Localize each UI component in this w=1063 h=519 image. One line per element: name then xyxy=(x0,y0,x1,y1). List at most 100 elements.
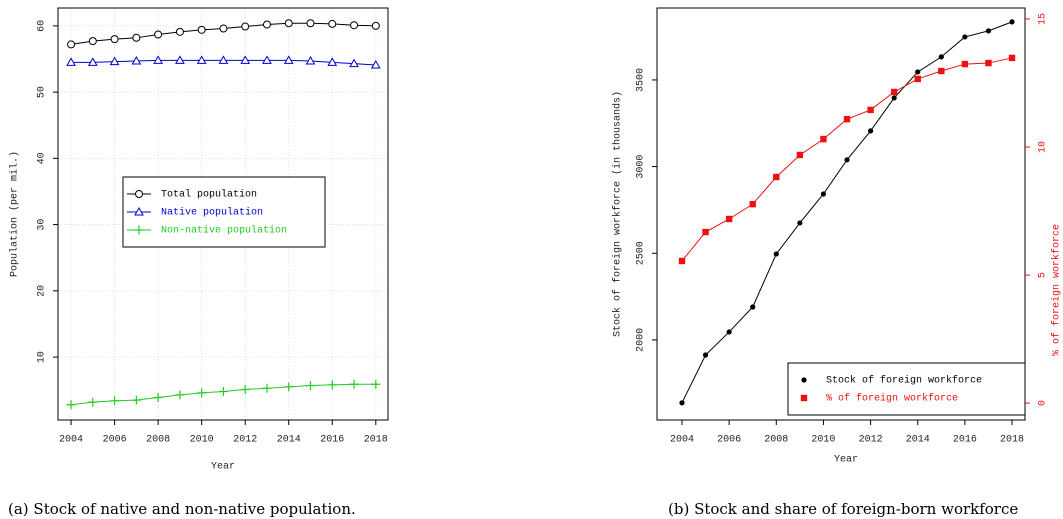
data-point xyxy=(132,33,141,42)
data-point xyxy=(131,395,141,405)
x-tick-label: 2018 xyxy=(364,435,388,446)
data-point xyxy=(797,220,803,226)
plot-frame xyxy=(656,7,1026,421)
data-point xyxy=(985,59,992,67)
caption: (b) Stock and share of foreign-born work… xyxy=(668,500,1018,518)
data-point xyxy=(725,215,733,223)
data-point xyxy=(88,397,98,407)
x-tick-label: 2014 xyxy=(906,435,930,446)
data-point xyxy=(749,200,756,208)
data-point xyxy=(306,19,315,28)
data-point xyxy=(284,382,294,392)
data-point xyxy=(370,59,381,69)
x-tick-label: 2006 xyxy=(103,435,127,446)
data-point xyxy=(773,173,780,181)
data-point xyxy=(773,251,779,257)
legend-label: Native population xyxy=(161,207,263,219)
y-tick-label: 50 xyxy=(37,86,48,98)
y2-tick-label: 10 xyxy=(1038,141,1049,153)
legend-marker xyxy=(800,394,808,402)
data-point xyxy=(890,88,898,96)
x-tick-label: 2004 xyxy=(670,435,694,446)
legend-marker xyxy=(135,190,143,198)
data-point xyxy=(196,55,207,64)
data-point xyxy=(66,400,76,410)
data-point xyxy=(219,24,228,33)
data-point xyxy=(218,55,229,64)
legend-label: Non-native population xyxy=(161,225,287,237)
y-tick-label: 40 xyxy=(37,152,48,164)
data-point xyxy=(305,55,316,65)
data-point xyxy=(820,135,827,143)
data-point xyxy=(154,30,163,39)
data-point xyxy=(175,27,184,36)
data-point xyxy=(349,379,359,389)
data-point xyxy=(1009,19,1015,25)
data-point xyxy=(262,383,272,393)
data-point xyxy=(938,54,944,60)
data-point xyxy=(262,55,272,64)
y-tick-label: 20 xyxy=(37,285,48,297)
data-point xyxy=(284,19,293,28)
legend-marker xyxy=(801,377,807,383)
y-tick-label: 10 xyxy=(37,351,48,363)
x-tick-label: 2014 xyxy=(277,435,301,446)
data-point xyxy=(350,21,359,30)
data-point xyxy=(702,352,709,358)
data-point xyxy=(679,400,685,406)
data-point xyxy=(914,75,921,83)
data-point xyxy=(938,67,945,75)
series-line xyxy=(681,21,1013,404)
x-axis-label: Year xyxy=(211,462,235,473)
data-point xyxy=(867,128,874,134)
data-point xyxy=(87,57,98,66)
x-axis-label: Year xyxy=(834,455,858,466)
data-point xyxy=(328,19,337,28)
data-point xyxy=(327,380,337,390)
data-point xyxy=(241,22,250,31)
data-point xyxy=(240,55,251,64)
data-point xyxy=(175,390,185,400)
x-tick-label: 2004 xyxy=(59,435,83,446)
x-tick-label: 2018 xyxy=(1000,435,1024,446)
x-tick-label: 2006 xyxy=(717,435,741,446)
legend-marker xyxy=(134,206,144,216)
data-point xyxy=(891,95,897,101)
data-point xyxy=(796,151,804,159)
data-point xyxy=(283,55,294,64)
x-tick-label: 2012 xyxy=(859,435,883,446)
data-point xyxy=(867,106,874,114)
data-point xyxy=(306,381,316,391)
x-tick-label: 2016 xyxy=(953,435,977,446)
data-point xyxy=(66,57,76,66)
data-point xyxy=(371,21,380,30)
data-point xyxy=(915,69,921,75)
data-point xyxy=(750,304,756,310)
y2-axis-label: % of foreign workforce xyxy=(1051,224,1063,356)
data-point xyxy=(153,392,163,402)
y-tick-label: 3000 xyxy=(636,155,647,179)
data-point xyxy=(985,28,992,34)
y2-tick-label: 15 xyxy=(1038,13,1049,25)
y2-tick-label: 0 xyxy=(1038,400,1049,406)
data-point xyxy=(88,37,97,46)
data-point xyxy=(110,35,119,44)
y2-tick-label: 5 xyxy=(1038,272,1049,278)
x-tick-label: 2012 xyxy=(233,435,257,446)
legend-label: Stock of foreign workforce xyxy=(826,375,982,387)
data-point xyxy=(961,60,969,68)
x-tick-label: 2016 xyxy=(320,435,344,446)
data-point xyxy=(702,228,709,236)
data-point xyxy=(327,57,338,66)
data-point xyxy=(109,56,120,66)
data-point xyxy=(349,58,359,68)
data-point xyxy=(218,387,228,397)
data-point xyxy=(67,40,76,49)
data-point xyxy=(262,20,271,29)
data-point xyxy=(197,388,207,398)
y-axis-label: Stock of foreign workforce (in thousands… xyxy=(612,91,624,337)
x-tick-label: 2010 xyxy=(811,435,835,446)
legend-label: Total population xyxy=(161,189,257,201)
